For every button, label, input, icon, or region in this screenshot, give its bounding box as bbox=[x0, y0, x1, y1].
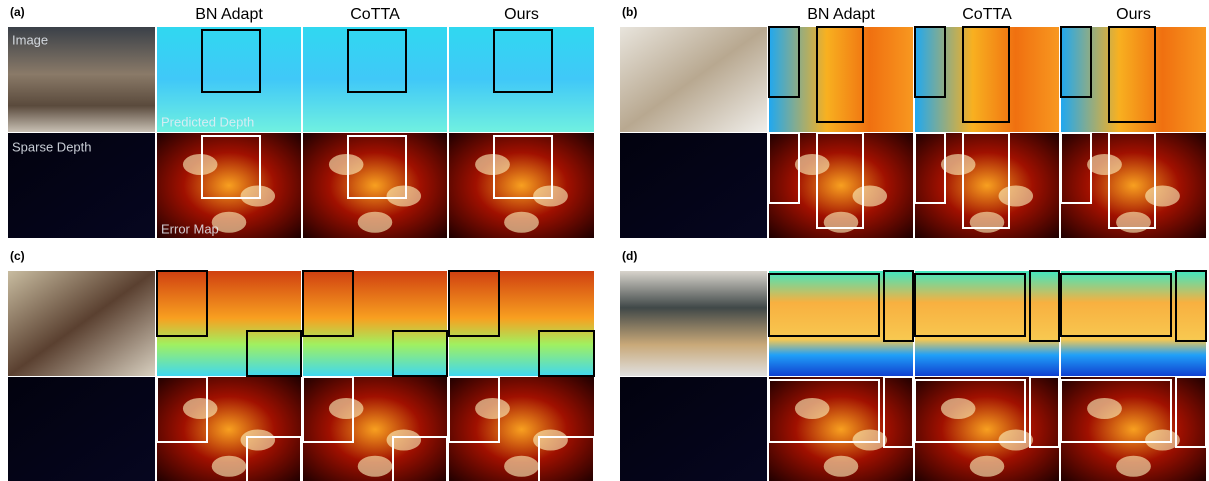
error-spot bbox=[970, 456, 1005, 477]
error-spot bbox=[504, 212, 539, 233]
error-spot bbox=[1145, 186, 1180, 207]
error-spot bbox=[387, 186, 422, 207]
figure: (a) BN Adapt CoTTA Ours (b) BN Adapt CoTTA Ours… bbox=[0, 0, 1209, 481]
image-cell bbox=[620, 377, 767, 481]
image-cell bbox=[1061, 271, 1206, 376]
column-header: Ours bbox=[504, 6, 539, 23]
image-cell bbox=[620, 27, 767, 132]
error-spot bbox=[941, 154, 976, 175]
image-cell bbox=[915, 27, 1059, 132]
error-spot bbox=[387, 430, 422, 451]
image-cell bbox=[620, 271, 767, 376]
error-spot bbox=[329, 154, 364, 175]
column-header: BN Adapt bbox=[195, 6, 263, 23]
error-spot bbox=[533, 186, 568, 207]
row-label: Predicted Depth bbox=[161, 114, 254, 129]
row-label: Image bbox=[12, 32, 48, 47]
error-spot bbox=[1087, 154, 1122, 175]
image-cell bbox=[8, 377, 155, 481]
panel-label: (c) bbox=[10, 249, 25, 263]
error-spot bbox=[358, 212, 393, 233]
error-spot bbox=[1087, 398, 1122, 419]
image-cell bbox=[8, 271, 155, 376]
row-label: Error Map bbox=[161, 221, 219, 236]
error-spot bbox=[504, 456, 539, 477]
image-cell bbox=[157, 271, 301, 376]
image-cell bbox=[769, 27, 913, 132]
error-spot bbox=[241, 430, 276, 451]
error-spot bbox=[941, 398, 976, 419]
panel-label: (b) bbox=[622, 5, 637, 19]
row-label: Sparse Depth bbox=[12, 139, 92, 154]
error-spot bbox=[212, 456, 247, 477]
image-cell bbox=[303, 271, 447, 376]
column-header: CoTTA bbox=[350, 6, 400, 23]
error-spot bbox=[795, 398, 830, 419]
column-header: CoTTA bbox=[962, 6, 1012, 23]
column-header: Ours bbox=[1116, 6, 1151, 23]
panel-label: (a) bbox=[10, 5, 25, 19]
error-spot bbox=[183, 154, 218, 175]
image-cell bbox=[449, 27, 594, 132]
error-spot bbox=[824, 456, 859, 477]
error-spot bbox=[795, 154, 830, 175]
error-spot bbox=[241, 186, 276, 207]
error-spot bbox=[824, 212, 859, 233]
error-spot bbox=[853, 186, 888, 207]
error-spot bbox=[358, 456, 393, 477]
error-spot bbox=[329, 398, 364, 419]
error-spot bbox=[1145, 430, 1180, 451]
error-spot bbox=[475, 398, 510, 419]
error-spot bbox=[183, 398, 218, 419]
image-cell bbox=[449, 271, 594, 376]
error-spot bbox=[1116, 456, 1151, 477]
image-cell bbox=[769, 271, 913, 376]
error-spot bbox=[475, 154, 510, 175]
error-spot bbox=[853, 430, 888, 451]
image-cell bbox=[303, 27, 447, 132]
image-cell bbox=[1061, 27, 1206, 132]
error-spot bbox=[970, 212, 1005, 233]
content: (a) BN Adapt CoTTA Ours (b) BN Adapt CoTTA Ours… bbox=[8, 5, 1206, 481]
image-cell bbox=[915, 271, 1059, 376]
column-header: BN Adapt bbox=[807, 6, 875, 23]
image-cell bbox=[620, 133, 767, 238]
panel-label: (d) bbox=[622, 249, 637, 263]
error-spot bbox=[1116, 212, 1151, 233]
error-spot bbox=[999, 430, 1034, 451]
error-spot bbox=[999, 186, 1034, 207]
